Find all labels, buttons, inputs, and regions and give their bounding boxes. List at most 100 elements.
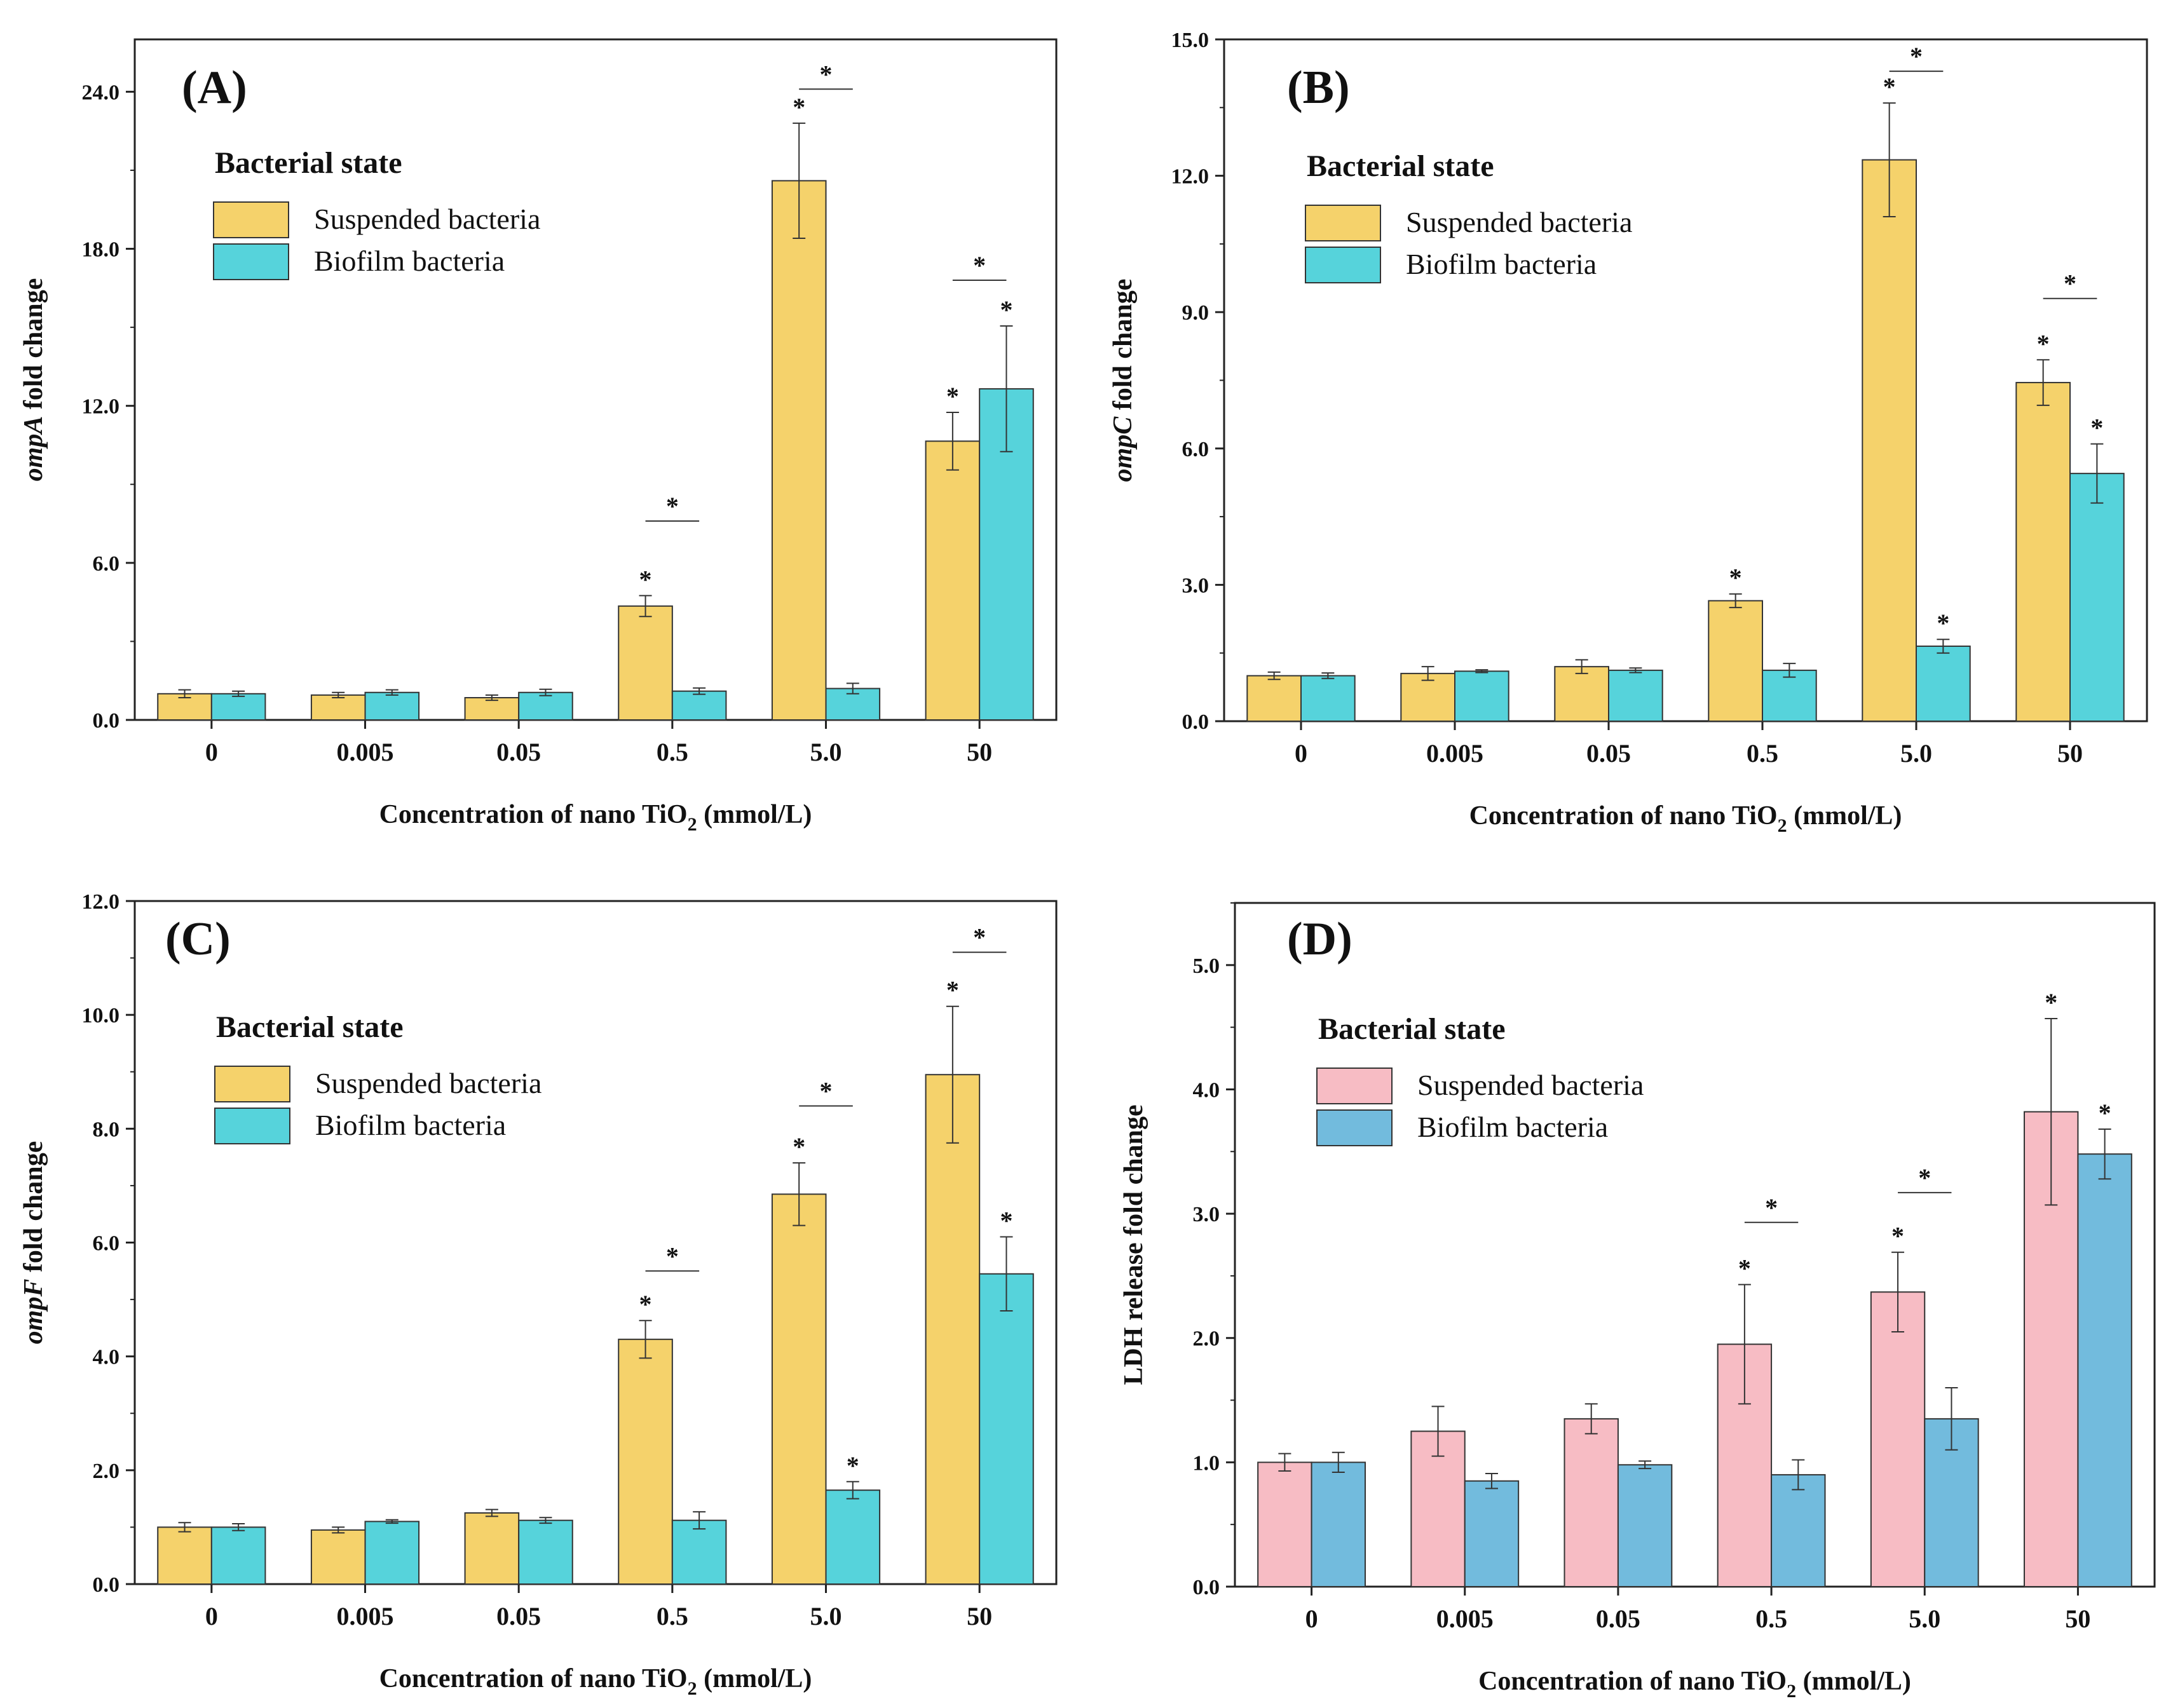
- significance-star: *: [1883, 72, 1896, 101]
- y-tick-label: 9.0: [1182, 301, 1209, 325]
- bar-suspended: [1257, 1461, 1312, 1587]
- bar-biofilm: [1608, 669, 1663, 722]
- x-tick-label: 0: [1305, 1604, 1318, 1633]
- x-tick-label: 0: [205, 738, 218, 766]
- chart-panel-2: 0.0 3.0 6.0 9.0 12.0 15.0 0 0.005 0.05 0.5 5.0 50 * *…: [1108, 29, 2148, 836]
- x-tick-label: 50: [967, 738, 992, 766]
- bar-biofilm: [1617, 1464, 1673, 1587]
- x-tick-label: 0.005: [1436, 1604, 1494, 1633]
- x-tick-label: 0.5: [657, 1602, 688, 1630]
- y-tick-label: 12.0: [1171, 165, 1209, 189]
- bar-biofilm: [1762, 669, 1817, 722]
- significance-star: *: [946, 382, 959, 410]
- y-axis-title: ompC fold change: [1108, 279, 1138, 482]
- significance-star: *: [793, 1132, 805, 1161]
- legend-entry: Suspended bacteria: [314, 203, 540, 235]
- x-tick-label: 50: [967, 1602, 992, 1630]
- y-axis-title: LDH release fold change: [1119, 1104, 1148, 1385]
- legend-swatch: [214, 1066, 290, 1102]
- legend-title: Bacterial state: [1318, 1012, 1506, 1046]
- legend-entry: Biofilm bacteria: [1417, 1111, 1608, 1143]
- legend-entry: Suspended bacteria: [1406, 206, 1632, 238]
- x-axis-title: Concentration of nano TiO2 (mmol/L): [1478, 1667, 1911, 1702]
- significance-star: *: [1738, 1254, 1751, 1283]
- x-tick-label: 50: [2065, 1604, 2090, 1633]
- y-tick-label: 0.0: [1193, 1576, 1220, 1599]
- x-tick-label: 0.05: [1596, 1604, 1640, 1633]
- bar-biofilm: [2069, 473, 2125, 722]
- chart-panel-3: 0.0 2.0 4.0 6.0 8.0 10.0 12.0 0 0.005 0.05 0.5 5.0 5…: [19, 890, 1058, 1699]
- y-tick-label: 6.0: [1182, 438, 1209, 461]
- bar-suspended: [925, 1074, 981, 1585]
- x-axis-title: Concentration of nano TiO2 (mmol/L): [1469, 801, 1902, 836]
- x-tick-label: 0.5: [1755, 1604, 1787, 1633]
- significance-star: *: [946, 976, 959, 1005]
- bar-biofilm: [518, 1519, 573, 1585]
- bar-suspended: [1554, 666, 1610, 722]
- bar-biofilm: [1300, 675, 1356, 722]
- bar-suspended: [1410, 1430, 1466, 1588]
- plot-frame: [1223, 38, 2148, 722]
- significance-star: *: [1000, 295, 1012, 324]
- legend-entry: Suspended bacteria: [315, 1067, 542, 1099]
- bar-suspended: [1708, 600, 1764, 722]
- bar-suspended: [1862, 159, 1918, 722]
- bar-suspended: [464, 1512, 520, 1585]
- significance-star: *: [1000, 1207, 1012, 1235]
- x-tick-label: 0.005: [337, 1602, 394, 1630]
- y-tick-label: 0.0: [93, 709, 120, 733]
- legend-swatch: [213, 201, 289, 238]
- y-tick-label: 12.0: [82, 395, 120, 419]
- y-tick-label: 6.0: [93, 1232, 120, 1256]
- plot-frame: [133, 900, 1058, 1585]
- panel-letter: (A): [182, 62, 247, 114]
- y-axis-title: ompA fold change: [19, 278, 48, 482]
- y-tick-label: 12.0: [82, 890, 120, 914]
- legend-swatch: [213, 243, 289, 280]
- y-tick-label: 3.0: [1182, 574, 1209, 597]
- y-tick-label: 5.0: [1193, 954, 1220, 978]
- y-tick-label: 10.0: [82, 1004, 120, 1027]
- chart-panel-1: 0.0 6.0 12.0 18.0 24.0 0 0.005 0.05 0.5 5.0 50 * * * *…: [19, 38, 1058, 835]
- significance-star: *: [2045, 988, 2057, 1017]
- y-tick-label: 24.0: [82, 81, 120, 104]
- legend-entry: Biofilm bacteria: [314, 245, 505, 277]
- legend-swatch: [1305, 205, 1381, 241]
- y-tick-label: 0.0: [1182, 710, 1209, 734]
- significance-star: *: [1891, 1222, 1904, 1250]
- comparison-star: *: [666, 492, 679, 520]
- bar-biofilm: [979, 1273, 1034, 1585]
- bar-biofilm: [1464, 1480, 1520, 1587]
- bar-suspended: [1246, 675, 1302, 722]
- bar-biofilm: [364, 691, 420, 721]
- bar-suspended: [464, 696, 520, 721]
- bar-biofilm: [1916, 645, 1971, 722]
- x-axis-title: Concentration of nano TiO2 (mmol/L): [379, 800, 812, 835]
- comparison-star: *: [1918, 1163, 1931, 1192]
- x-tick-label: 0.5: [1747, 739, 1778, 768]
- bar-biofilm: [210, 1526, 266, 1585]
- bar-biofilm: [2077, 1153, 2132, 1587]
- bar-suspended: [771, 1193, 827, 1585]
- comparison-star: *: [2064, 269, 2076, 298]
- bar-suspended: [618, 1338, 673, 1585]
- bar-biofilm: [671, 1519, 727, 1585]
- x-tick-label: 5.0: [1900, 739, 1932, 768]
- legend-title: Bacterial state: [1307, 149, 1494, 183]
- legend-title: Bacterial state: [215, 146, 402, 180]
- x-tick-label: 50: [2057, 739, 2083, 768]
- legend-entry: Biofilm bacteria: [315, 1109, 506, 1141]
- plot-frame: [1234, 902, 2156, 1588]
- bar-biofilm: [518, 691, 573, 721]
- y-tick-label: 6.0: [93, 552, 120, 576]
- bar-suspended: [618, 605, 673, 721]
- y-axis-title: ompF fold change: [19, 1141, 48, 1345]
- significance-star: *: [1937, 609, 1949, 637]
- bar-biofilm: [210, 693, 266, 721]
- significance-star: *: [847, 1451, 859, 1480]
- bar-biofilm: [979, 388, 1034, 721]
- legend-swatch: [1305, 247, 1381, 283]
- legend-swatch: [1316, 1068, 1393, 1104]
- x-axis-title: Concentration of nano TiO2 (mmol/L): [379, 1664, 812, 1699]
